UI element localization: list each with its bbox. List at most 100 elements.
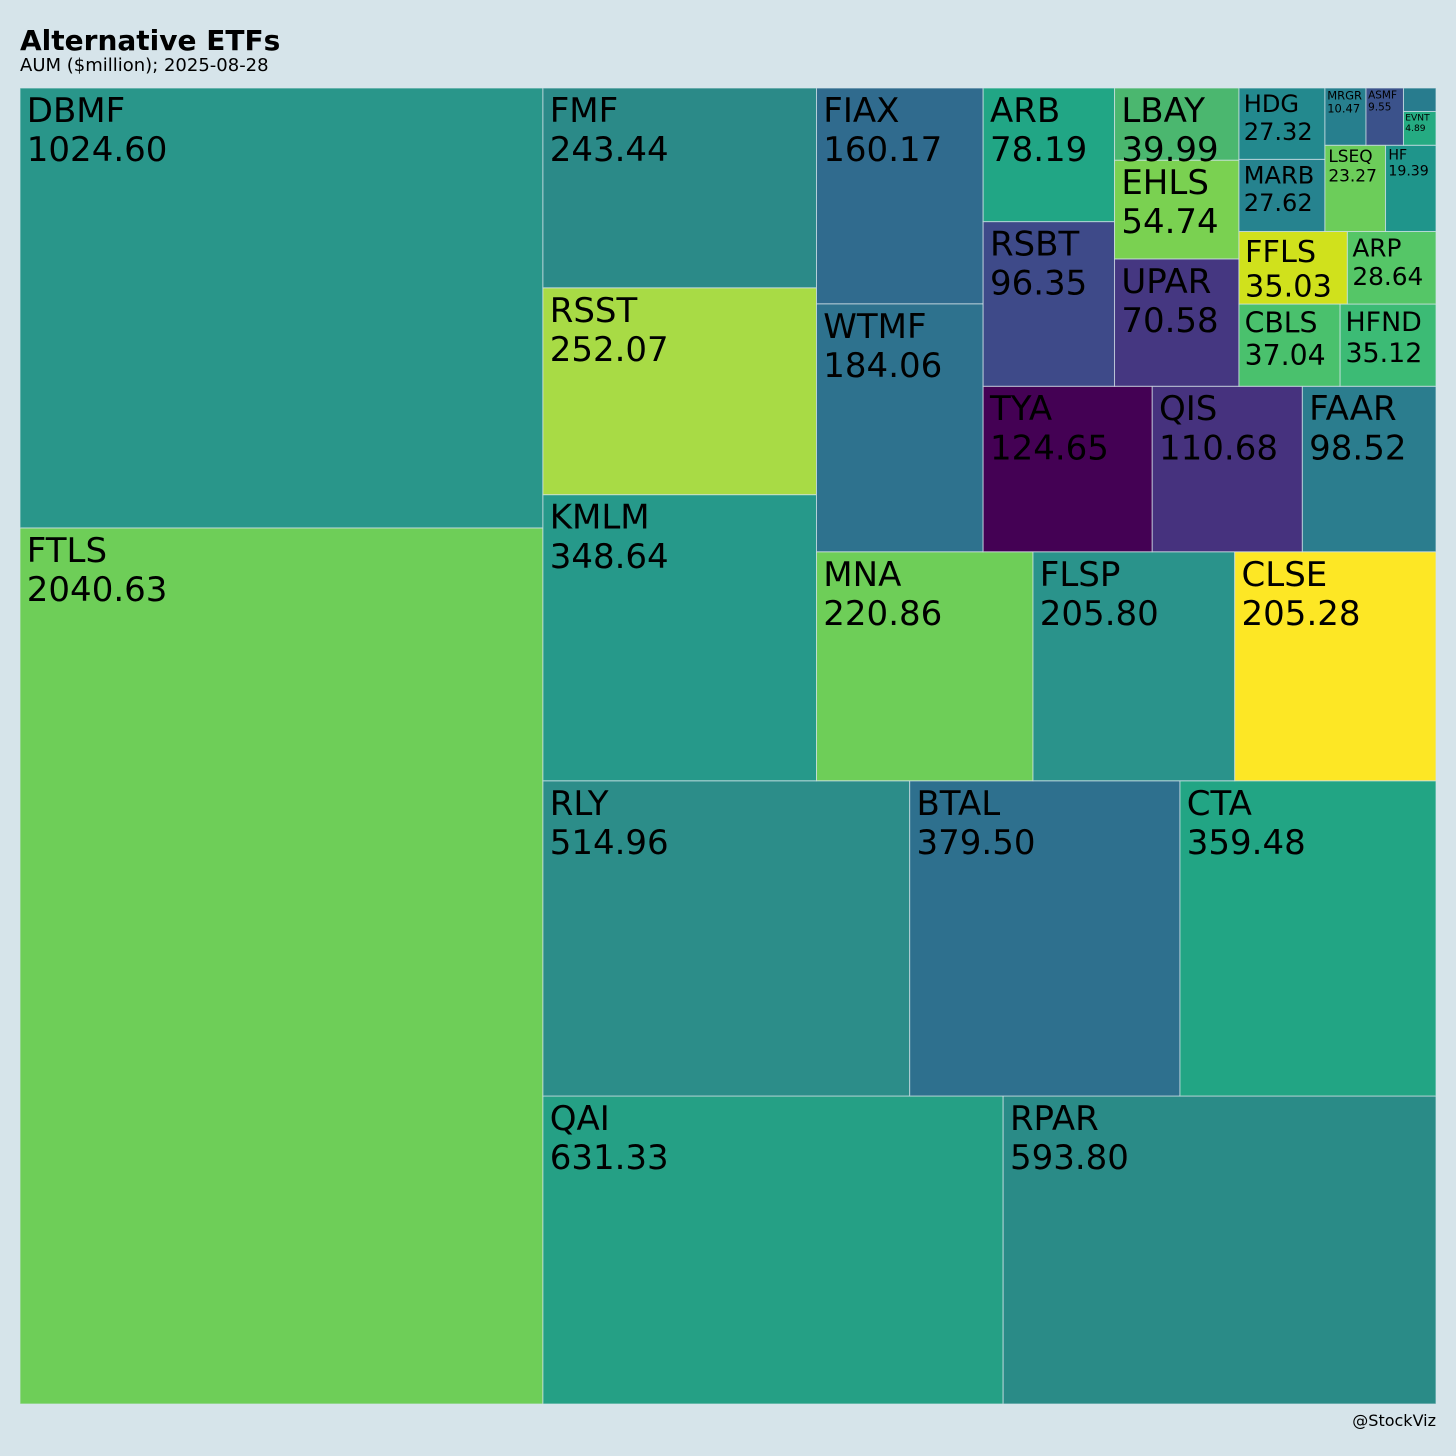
tile — [1238, 87, 1326, 160]
tile-value: 205.80 — [1040, 594, 1159, 634]
tile — [982, 221, 1116, 387]
tile-label: TYA — [989, 389, 1052, 429]
tile-label: KMLM — [550, 498, 650, 538]
tile-value: 1024.60 — [27, 130, 168, 170]
tile — [542, 87, 817, 289]
tile-label: EHLS — [1121, 163, 1209, 203]
tile — [815, 87, 984, 305]
tile-label: RSBT — [990, 225, 1080, 265]
tile-label: MRGR — [1327, 89, 1362, 103]
tile-label: LBAY — [1121, 91, 1205, 131]
tile-label: MARB — [1244, 161, 1314, 189]
tile-label: LSEQ — [1328, 146, 1372, 166]
tile-value: 2040.63 — [27, 570, 168, 610]
tile-value: 359.48 — [1187, 823, 1306, 863]
tile — [982, 385, 1153, 553]
tile-value: 4.89 — [1405, 124, 1425, 134]
tile-label: FTLS — [27, 531, 107, 571]
tile — [542, 780, 911, 1097]
tile — [815, 551, 1034, 782]
tile-value: 23.27 — [1328, 166, 1377, 186]
tile-label: RSST — [550, 291, 638, 331]
tile-label: WTMF — [823, 307, 926, 347]
tile-value: 27.62 — [1244, 189, 1313, 217]
chart-subtitle: AUM ($million); 2025-08-28 — [20, 55, 269, 76]
tile-value: 96.35 — [990, 264, 1087, 304]
tile-value: 205.28 — [1242, 594, 1361, 634]
tile-value: 110.68 — [1159, 428, 1278, 468]
tile-value: 78.19 — [990, 130, 1087, 170]
tile — [1002, 1095, 1437, 1405]
tile-label: BTAL — [916, 784, 1000, 824]
tile — [1234, 551, 1437, 782]
tile-label: ARP — [1352, 233, 1401, 262]
tile-label: HDG — [1244, 90, 1299, 118]
tile-label: UPAR — [1121, 262, 1211, 302]
tile-value: 35.03 — [1245, 270, 1332, 305]
tile — [1114, 258, 1240, 387]
tile-label: ASMF — [1368, 89, 1397, 101]
tile-label: MNA — [823, 555, 901, 595]
tile-value: 37.04 — [1245, 339, 1326, 372]
tile — [1301, 385, 1437, 553]
tile-value: 54.74 — [1121, 202, 1218, 242]
tile-value: 252.07 — [550, 330, 669, 370]
tile-value: 124.65 — [990, 428, 1109, 468]
tile-label: CLSE — [1242, 555, 1328, 595]
tile-value: 631.33 — [550, 1138, 669, 1178]
tile-label: FFLS — [1245, 235, 1316, 270]
tile-label: HF — [1388, 147, 1407, 163]
tile — [1179, 780, 1437, 1097]
tile-label: CBLS — [1245, 306, 1318, 339]
tile-value: 98.52 — [1309, 428, 1406, 468]
tile — [1151, 385, 1303, 553]
tile-value: 160.17 — [823, 130, 942, 170]
tile-label: FIAX — [823, 91, 899, 131]
tile-label: EVNT — [1405, 114, 1430, 124]
tile-label: QIS — [1159, 389, 1217, 429]
tile — [1114, 159, 1240, 260]
tile — [19, 87, 544, 529]
tile — [1346, 230, 1437, 305]
tile-value: 35.12 — [1345, 338, 1422, 369]
tile-value: 9.55 — [1368, 102, 1391, 114]
tile-value: 514.96 — [550, 823, 669, 863]
tile — [1385, 144, 1437, 232]
tile-value: 220.86 — [823, 594, 942, 634]
tile — [909, 780, 1181, 1097]
tile — [1238, 303, 1341, 387]
tile-label: ARB — [990, 91, 1060, 131]
tile-label: CTA — [1187, 784, 1252, 824]
tile-value: 379.50 — [916, 823, 1035, 863]
tile-label: RPAR — [1010, 1099, 1099, 1139]
tile-label: FLSP — [1040, 555, 1121, 595]
tile-value: 19.39 — [1388, 164, 1428, 180]
tile-label: HFND — [1345, 307, 1421, 338]
tile-label: QAI — [550, 1099, 610, 1139]
tile-value: 593.80 — [1010, 1138, 1129, 1178]
tile — [1324, 144, 1387, 232]
tile-label: DBMF — [27, 91, 125, 131]
tile-value: 243.44 — [550, 130, 669, 170]
tile — [1324, 87, 1367, 146]
tile — [982, 87, 1116, 223]
chart-title: Alternative ETFs — [20, 24, 280, 57]
tile — [1402, 87, 1437, 112]
source-note: @StockViz — [1352, 1411, 1436, 1430]
tile-value: 10.47 — [1327, 102, 1360, 116]
tile-value: 27.32 — [1244, 118, 1313, 146]
tile-value: 70.58 — [1121, 301, 1218, 341]
tile — [815, 303, 984, 553]
tile-label: FAAR — [1309, 389, 1397, 429]
tile — [542, 287, 817, 496]
tile — [542, 494, 817, 782]
tile — [1032, 551, 1236, 782]
tile-value: 184.06 — [823, 346, 942, 386]
tile-value: 28.64 — [1352, 262, 1423, 291]
tile — [1238, 230, 1348, 305]
tile-value: 348.64 — [550, 537, 669, 577]
tile-label: FMF — [550, 91, 618, 131]
tile-value: 39.99 — [1121, 130, 1218, 170]
